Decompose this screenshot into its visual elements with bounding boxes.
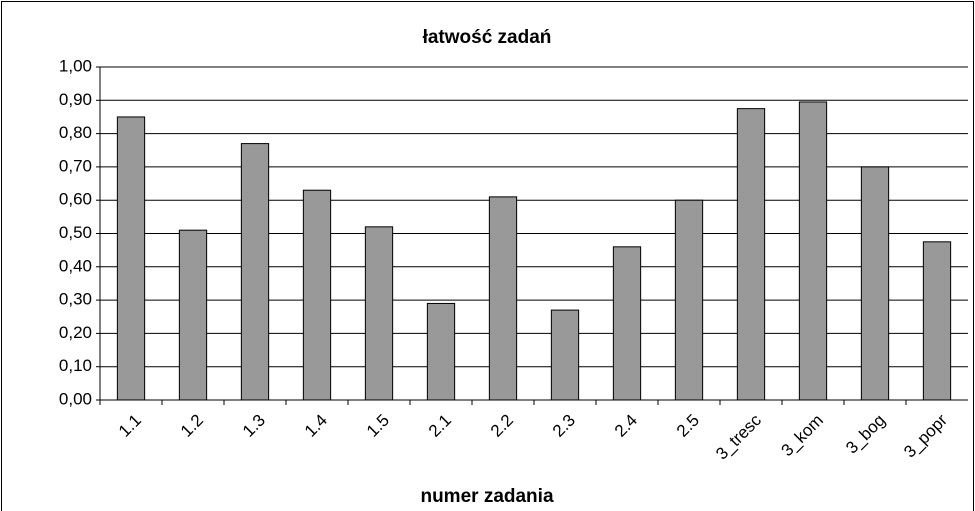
bar [922, 241, 952, 401]
chart-title: łatwość zadań [423, 27, 552, 48]
bar [302, 189, 332, 401]
bar [178, 229, 208, 401]
y-tick-label: 0,00 [59, 389, 92, 408]
bar [860, 166, 890, 401]
bar [488, 196, 518, 401]
x-axis-label: numer zadania [420, 486, 553, 507]
bar [364, 226, 394, 401]
y-tick-label: 0,60 [59, 190, 92, 209]
bar [550, 309, 580, 401]
bar [736, 108, 766, 401]
bar [798, 101, 828, 401]
y-tick-label: 0,30 [59, 290, 92, 309]
y-tick-label: 0,70 [59, 156, 92, 175]
bar [612, 246, 642, 401]
bar [240, 143, 270, 401]
y-tick-label: 0,10 [59, 356, 92, 375]
y-tick-label: 0,50 [59, 223, 92, 242]
bar [426, 302, 456, 401]
bar [116, 116, 146, 401]
y-tick-label: 0,90 [59, 90, 92, 109]
bar [674, 199, 704, 401]
y-tick-label: 0,80 [59, 123, 92, 142]
y-tick-label: 0,20 [59, 323, 92, 342]
y-tick-label: 1,00 [59, 56, 92, 75]
y-tick-label: 0,40 [59, 256, 92, 275]
